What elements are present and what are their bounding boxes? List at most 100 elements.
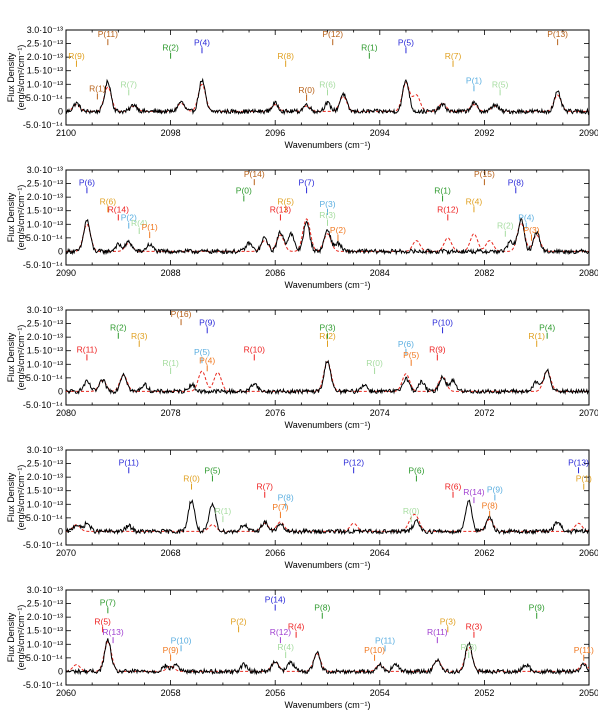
line-id-label: P(4)	[194, 37, 210, 47]
line-id-label: R(5)	[492, 79, 509, 89]
line-id-label: R(6)	[445, 482, 462, 492]
y-tick-label: 2.5·10⁻¹³	[27, 459, 63, 469]
line-id-label: R(11)	[427, 627, 448, 637]
y-tick-label: -5.0·10⁻¹⁴	[23, 260, 63, 270]
y-tick-label: 1.5·10⁻¹³	[27, 66, 63, 76]
y-tick-label: 1.0·10⁻¹³	[27, 219, 63, 229]
y-tick-label: 2.0·10⁻¹³	[27, 52, 63, 62]
line-id-label: P(3)	[319, 323, 335, 333]
x-tick-label: 2074	[370, 408, 390, 418]
x-axis-title: Wavenumbers (cm⁻¹)	[285, 140, 371, 150]
line-id-label: R(3)	[131, 331, 148, 341]
line-id-label: P(9)	[529, 603, 545, 613]
x-tick-label: 2084	[370, 268, 390, 278]
y-tick-label: 0	[58, 666, 63, 676]
line-id-label: P(2)	[231, 616, 247, 626]
x-tick-label: 2062	[474, 548, 494, 558]
model-spectrum	[66, 640, 589, 672]
y-axis-title-line2: (erg/s/cm²/cm⁻¹)	[16, 45, 26, 111]
y-axis-title: Flux Density(erg/s/cm²/cm⁻¹)	[6, 325, 26, 391]
y-tick-label: -5.0·10⁻¹⁴	[23, 120, 63, 130]
x-tick-label: 2100	[56, 128, 76, 138]
line-id-label: R(0)	[366, 358, 383, 368]
y-axis-title: Flux Density(erg/s/cm²/cm⁻¹)	[6, 605, 26, 671]
y-tick-label: 2.0·10⁻¹³	[27, 332, 63, 342]
line-id-label: R(1)	[162, 358, 179, 368]
x-axis-title: Wavenumbers (cm⁻¹)	[285, 280, 371, 290]
line-id-label: R(1)	[434, 185, 451, 195]
line-id-label: P(2)	[121, 213, 137, 223]
x-tick-label: 2076	[265, 408, 285, 418]
y-axis-title-line2: (erg/s/cm²/cm⁻¹)	[16, 605, 26, 671]
line-id-label: R(0)	[298, 85, 315, 95]
line-id-label: P(4)	[199, 355, 215, 365]
line-id-label: R(3)	[319, 210, 336, 220]
x-tick-label: 2060	[579, 548, 598, 558]
y-tick-label: 2.5·10⁻¹³	[27, 319, 63, 329]
line-id-label: R(4)	[288, 622, 305, 632]
x-tick-label: 2080	[56, 408, 76, 418]
x-tick-label: 2064	[370, 548, 390, 558]
y-tick-label: 5.0·10⁻¹⁴	[26, 513, 63, 523]
line-id-label: P(0)	[236, 185, 252, 195]
x-tick-label: 2070	[579, 408, 598, 418]
y-tick-label: 1.0·10⁻¹³	[27, 359, 63, 369]
line-id-label: P(11)	[98, 29, 118, 39]
y-tick-label: 1.5·10⁻¹³	[27, 486, 63, 496]
panel-3: 3.0·10⁻¹³ 2.5·10⁻¹³ 2.0·10⁻¹³ 1.5·10⁻¹³ 1.0·…	[6, 305, 598, 430]
line-id-label: P(1)	[142, 222, 158, 232]
line-id-label: P(14)	[265, 595, 286, 605]
line-id-label: R(5)	[277, 196, 294, 206]
line-id-label: R(7)	[256, 482, 273, 492]
line-id-label: P(3)	[440, 616, 456, 626]
line-id-label: P(8)	[508, 177, 524, 187]
line-id-label: P(12)	[343, 457, 364, 467]
y-tick-label: -5.0·10⁻¹⁴	[23, 400, 63, 410]
y-tick-label: 0	[58, 106, 63, 116]
line-id-label: R(0)	[403, 506, 420, 516]
line-id-label: R(8)	[277, 51, 294, 61]
model-spectrum	[66, 514, 589, 532]
y-tick-label: 3.0·10⁻¹³	[27, 445, 63, 455]
line-id-label: P(13)	[547, 29, 568, 39]
y-tick-label: 1.5·10⁻¹³	[27, 206, 63, 216]
observed-spectrum	[66, 217, 589, 256]
line-id-label: R(3)	[466, 622, 483, 632]
line-id-label: R(7)	[445, 51, 462, 61]
line-id-label: R(4)	[131, 218, 148, 228]
y-tick-label: 5.0·10⁻¹⁴	[26, 373, 63, 383]
y-tick-label: 5.0·10⁻¹⁴	[26, 93, 63, 103]
line-id-label: R(13)	[270, 204, 291, 214]
line-id-label: R(5)	[94, 616, 111, 626]
y-axis-title: Flux Density(erg/s/cm²/cm⁻¹)	[6, 45, 26, 111]
panel-5: 3.0·10⁻¹³ 2.5·10⁻¹³ 2.0·10⁻¹³ 1.5·10⁻¹³ 1.0·…	[6, 585, 598, 710]
y-axis-title-line2: (erg/s/cm²/cm⁻¹)	[16, 185, 26, 251]
y-axis-title-line1: Flux Density	[6, 472, 16, 522]
observed-spectrum	[66, 77, 589, 116]
line-id-label: R(4)	[277, 642, 294, 652]
line-id-label: P(8)	[482, 501, 498, 511]
x-tick-label: 2054	[370, 688, 390, 698]
x-tick-label: 2096	[265, 128, 285, 138]
line-id-label: P(16)	[171, 309, 192, 319]
x-tick-label: 2088	[161, 268, 181, 278]
y-tick-label: -5.0·10⁻¹⁴	[23, 540, 63, 550]
x-tick-label: 2068	[161, 548, 181, 558]
model-spectrum	[66, 218, 589, 252]
y-axis-title-line1: Flux Density	[6, 52, 16, 102]
line-id-label: R(7)	[120, 79, 137, 89]
x-axis-title: Wavenumbers (cm⁻¹)	[285, 560, 371, 570]
line-id-label: P(11)	[119, 457, 139, 467]
line-id-label: R(2)	[110, 323, 127, 333]
y-axis-title: Flux Density(erg/s/cm²/cm⁻¹)	[6, 185, 26, 251]
line-id-label: R(6)	[319, 79, 336, 89]
y-tick-label: -5.0·10⁻¹⁴	[23, 680, 63, 690]
x-tick-label: 2070	[56, 548, 76, 558]
line-id-label: P(11)	[375, 635, 395, 645]
line-id-label: P(6)	[398, 339, 414, 349]
y-tick-label: 2.5·10⁻¹³	[27, 599, 63, 609]
x-tick-label: 2082	[474, 268, 494, 278]
line-id-label: P(11)	[574, 645, 594, 655]
y-axis-title-line2: (erg/s/cm²/cm⁻¹)	[16, 465, 26, 531]
x-tick-label: 2094	[370, 128, 390, 138]
